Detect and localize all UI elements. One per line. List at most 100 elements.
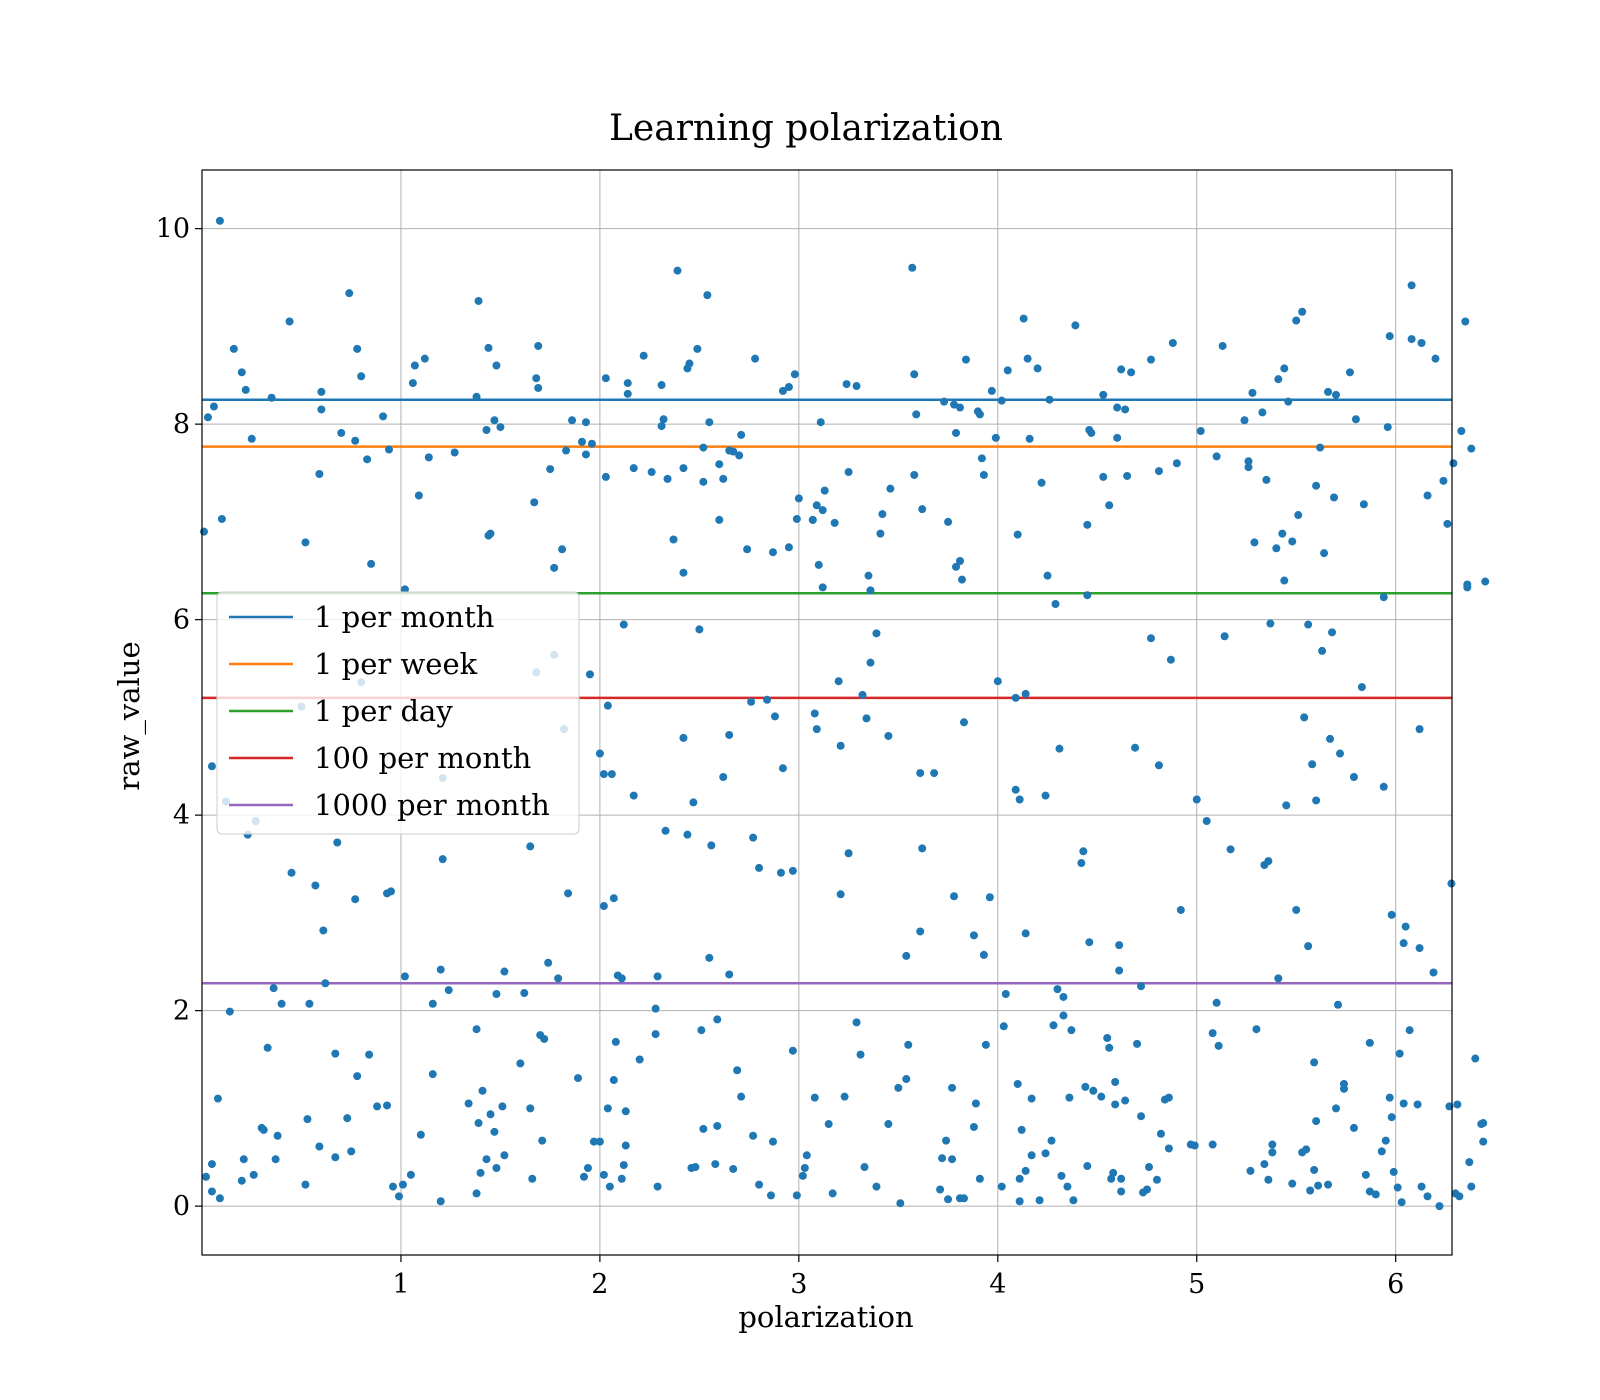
data-point bbox=[1156, 1129, 1165, 1138]
data-point bbox=[737, 430, 746, 439]
data-point bbox=[1467, 444, 1476, 453]
data-point bbox=[1021, 1166, 1030, 1175]
data-point bbox=[816, 418, 825, 427]
data-point bbox=[860, 1163, 869, 1172]
data-point bbox=[1143, 1185, 1152, 1194]
data-point bbox=[1244, 457, 1253, 466]
data-point bbox=[241, 385, 250, 394]
data-point bbox=[878, 510, 887, 519]
data-point bbox=[1154, 467, 1163, 476]
data-point bbox=[319, 926, 328, 935]
data-point bbox=[301, 1180, 310, 1189]
data-point bbox=[814, 560, 823, 569]
data-point bbox=[1399, 1099, 1408, 1108]
data-point bbox=[1471, 1054, 1480, 1063]
data-point bbox=[1099, 390, 1108, 399]
data-point bbox=[1399, 939, 1408, 948]
data-point bbox=[981, 1040, 990, 1049]
data-point bbox=[225, 1007, 234, 1016]
data-point bbox=[1312, 481, 1321, 490]
data-point bbox=[1127, 368, 1136, 377]
data-point bbox=[601, 472, 610, 481]
data-point bbox=[1304, 620, 1313, 629]
data-point bbox=[1152, 1175, 1161, 1184]
data-point bbox=[836, 890, 845, 899]
data-point bbox=[1324, 1180, 1333, 1189]
data-point bbox=[388, 1182, 397, 1191]
data-point bbox=[353, 1072, 362, 1081]
data-point bbox=[1371, 1190, 1380, 1199]
data-point bbox=[1423, 491, 1432, 500]
data-point bbox=[1268, 1140, 1277, 1149]
data-point bbox=[1015, 1197, 1024, 1206]
data-point bbox=[975, 1174, 984, 1183]
data-point bbox=[679, 568, 688, 577]
data-point bbox=[942, 1136, 951, 1145]
data-point bbox=[1385, 1093, 1394, 1102]
data-point bbox=[715, 460, 724, 469]
data-point bbox=[1055, 744, 1064, 753]
data-point bbox=[910, 370, 919, 379]
x-tick-label: 4 bbox=[989, 1269, 1006, 1300]
data-point bbox=[997, 396, 1006, 405]
data-point bbox=[1326, 734, 1335, 743]
data-point bbox=[1117, 1174, 1126, 1183]
data-point bbox=[1387, 1113, 1396, 1122]
data-point bbox=[1176, 905, 1185, 914]
data-point bbox=[876, 529, 885, 538]
data-point bbox=[864, 571, 873, 580]
data-point bbox=[1266, 619, 1275, 628]
data-point bbox=[400, 972, 409, 981]
data-point bbox=[886, 484, 895, 493]
data-point bbox=[800, 1164, 809, 1173]
data-point bbox=[373, 1102, 382, 1111]
data-point bbox=[229, 344, 238, 353]
data-point bbox=[534, 383, 543, 392]
data-point bbox=[478, 1086, 487, 1095]
data-point bbox=[999, 1022, 1008, 1031]
data-point bbox=[367, 559, 376, 568]
data-point bbox=[944, 517, 953, 526]
data-point bbox=[776, 868, 785, 877]
data-point bbox=[707, 841, 716, 850]
data-point bbox=[484, 343, 493, 352]
data-point bbox=[1339, 1084, 1348, 1093]
data-point bbox=[991, 433, 1000, 442]
data-point bbox=[659, 415, 668, 424]
legend-label: 1 per day bbox=[314, 694, 453, 728]
data-point bbox=[528, 1174, 537, 1183]
data-point bbox=[768, 1137, 777, 1146]
data-point bbox=[1109, 1168, 1118, 1177]
data-point bbox=[683, 830, 692, 839]
chart-title: Learning polarization bbox=[609, 108, 1003, 149]
data-point bbox=[751, 354, 760, 363]
legend-label: 1 per week bbox=[314, 647, 478, 681]
data-point bbox=[653, 1182, 662, 1191]
data-point bbox=[1457, 426, 1466, 435]
data-point bbox=[904, 1040, 913, 1049]
data-point bbox=[1465, 1158, 1474, 1167]
data-point bbox=[1324, 387, 1333, 396]
data-point bbox=[500, 1151, 509, 1160]
data-point bbox=[1019, 314, 1028, 323]
data-point bbox=[315, 469, 324, 478]
data-point bbox=[1077, 859, 1086, 868]
data-point bbox=[784, 383, 793, 391]
data-point bbox=[651, 1030, 660, 1039]
data-point bbox=[532, 374, 541, 383]
data-point bbox=[749, 833, 758, 842]
data-point bbox=[788, 1046, 797, 1055]
data-point bbox=[1168, 339, 1177, 348]
x-tick-label: 5 bbox=[1188, 1269, 1205, 1300]
data-point bbox=[564, 889, 573, 898]
data-point bbox=[971, 1099, 980, 1108]
data-point bbox=[1246, 1166, 1255, 1175]
data-point bbox=[1067, 1026, 1076, 1035]
data-point bbox=[353, 344, 362, 353]
data-point bbox=[713, 1121, 722, 1130]
data-point bbox=[1379, 593, 1388, 602]
data-point bbox=[1027, 1094, 1036, 1103]
data-point bbox=[363, 455, 372, 464]
data-point bbox=[607, 770, 616, 779]
data-point bbox=[1330, 493, 1339, 502]
